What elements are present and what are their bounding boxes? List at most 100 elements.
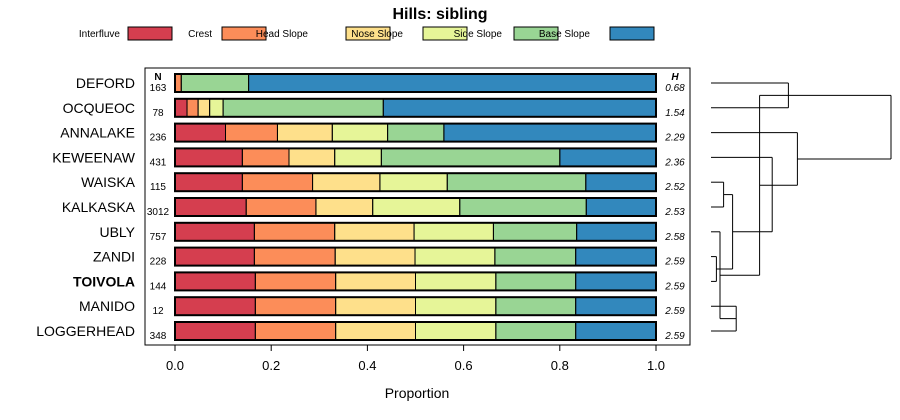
bar-7-1 <box>254 247 336 266</box>
bar-1-0 <box>175 98 188 117</box>
legend-swatch-3 <box>422 26 468 41</box>
n-value-10: 348 <box>150 331 167 342</box>
bar-7-3 <box>415 247 495 266</box>
bar-3-3 <box>334 148 382 167</box>
bar-5-4 <box>459 198 587 216</box>
bar-5-5 <box>586 198 656 216</box>
x-tick-label-3: 0.6 <box>455 358 473 373</box>
bar-8-0 <box>175 272 256 291</box>
n-value-4: 115 <box>150 182 166 193</box>
category-label-4: WAISKA <box>81 174 136 190</box>
bar-0-5 <box>248 74 656 92</box>
bar-2-3 <box>332 123 388 142</box>
category-label-3: KEWEENAW <box>52 149 135 165</box>
bar-9-3 <box>415 297 496 316</box>
bar-2-2 <box>277 123 333 142</box>
bar-10-2 <box>335 322 416 340</box>
bar-1-5 <box>383 98 656 117</box>
chart-title: Hills: sibling <box>392 6 487 23</box>
bar-frame-3 <box>174 147 657 168</box>
bar-frame-9 <box>174 296 657 317</box>
bar-4-5 <box>585 173 656 192</box>
n-value-5: 3012 <box>147 207 170 218</box>
bar-5-0 <box>175 198 247 216</box>
bar-9-1 <box>255 297 336 316</box>
bar-frame-8 <box>174 271 657 292</box>
dendrogram <box>711 82 892 332</box>
bar-9-5 <box>575 297 656 316</box>
legend-label-3: Nose Slope <box>351 29 403 40</box>
n-column-header: N <box>154 72 161 83</box>
category-label-0: DEFORD <box>76 75 135 91</box>
bar-6-3 <box>414 222 494 241</box>
h-value-4: 2.52 <box>664 182 685 193</box>
bar-10-4 <box>495 322 576 340</box>
bar-frame-6 <box>174 221 657 242</box>
bar-4-4 <box>447 173 586 192</box>
legend: Interfluve Crest Head Slope Nose Slope Side … <box>79 26 655 41</box>
bar-frame-0 <box>174 73 657 93</box>
legend-swatch-2 <box>345 26 391 41</box>
n-value-6: 757 <box>150 232 167 243</box>
x-tick-label-1: 0.2 <box>262 358 280 373</box>
h-value-10: 2.59 <box>664 331 685 342</box>
bar-6-0 <box>175 222 255 241</box>
bar-5-1 <box>246 198 316 216</box>
bar-1-2 <box>198 98 210 117</box>
bar-2-5 <box>443 123 656 142</box>
bar-4-2 <box>312 173 380 192</box>
bar-4-0 <box>175 173 243 192</box>
bar-4-1 <box>242 173 313 192</box>
bar-frame-2 <box>174 122 657 143</box>
category-label-7: ZANDI <box>93 249 135 265</box>
bar-9-0 <box>175 297 256 316</box>
bar-frame-7 <box>174 246 657 267</box>
category-label-10: LOGGERHEAD <box>36 323 135 339</box>
h-value-9: 2.59 <box>664 306 685 317</box>
h-value-3: 2.36 <box>664 157 685 168</box>
bar-7-5 <box>575 247 656 266</box>
bar-2-4 <box>387 123 444 142</box>
bar-frame-1 <box>174 97 657 118</box>
h-values: 0.68 1.54 2.29 2.36 2.52 2.53 2.58 2.59 2.59 2.59… <box>664 83 685 342</box>
bar-0-4 <box>181 74 249 92</box>
bar-9-4 <box>495 297 576 316</box>
n-values: 163 78 236 431 115 3012 757 228 144 12 348 <box>147 83 170 342</box>
h-value-0: 0.68 <box>665 83 685 94</box>
bar-3-1 <box>242 148 289 167</box>
x-tick-label-5: 1.0 <box>647 358 665 373</box>
bar-6-2 <box>334 222 415 241</box>
bar-8-3 <box>415 272 496 291</box>
h-value-7: 2.59 <box>664 257 685 268</box>
bar-10-0 <box>175 322 256 340</box>
bar-frame-5 <box>174 197 657 217</box>
bar-6-4 <box>493 222 577 241</box>
bar-2-1 <box>225 123 278 142</box>
category-label-2: ANNALAKE <box>60 125 135 141</box>
h-value-2: 2.29 <box>664 133 685 144</box>
bar-8-1 <box>255 272 336 291</box>
x-tick-label-0: 0.0 <box>166 358 184 373</box>
bar-10-1 <box>255 322 336 340</box>
bar-5-2 <box>315 198 373 216</box>
legend-label-0: Interfluve <box>79 29 121 40</box>
bars-group <box>174 73 657 341</box>
category-label-1: OCQUEOC <box>63 100 135 116</box>
bar-4-3 <box>379 173 448 192</box>
bar-6-1 <box>254 222 335 241</box>
bar-7-0 <box>175 247 255 266</box>
x-tick-label-4: 0.8 <box>551 358 569 373</box>
n-value-9: 12 <box>152 306 164 317</box>
bar-7-4 <box>494 247 576 266</box>
h-value-6: 2.58 <box>664 232 685 243</box>
bar-frame-10 <box>174 321 657 341</box>
legend-label-2: Head Slope <box>256 29 309 40</box>
h-value-1: 1.54 <box>665 108 685 119</box>
bar-1-3 <box>209 98 224 117</box>
category-label-8: TOIVOLA <box>73 273 135 289</box>
legend-swatch-1 <box>221 26 267 41</box>
bar-3-4 <box>381 148 560 167</box>
n-value-8: 144 <box>150 281 167 292</box>
bar-8-4 <box>495 272 576 291</box>
